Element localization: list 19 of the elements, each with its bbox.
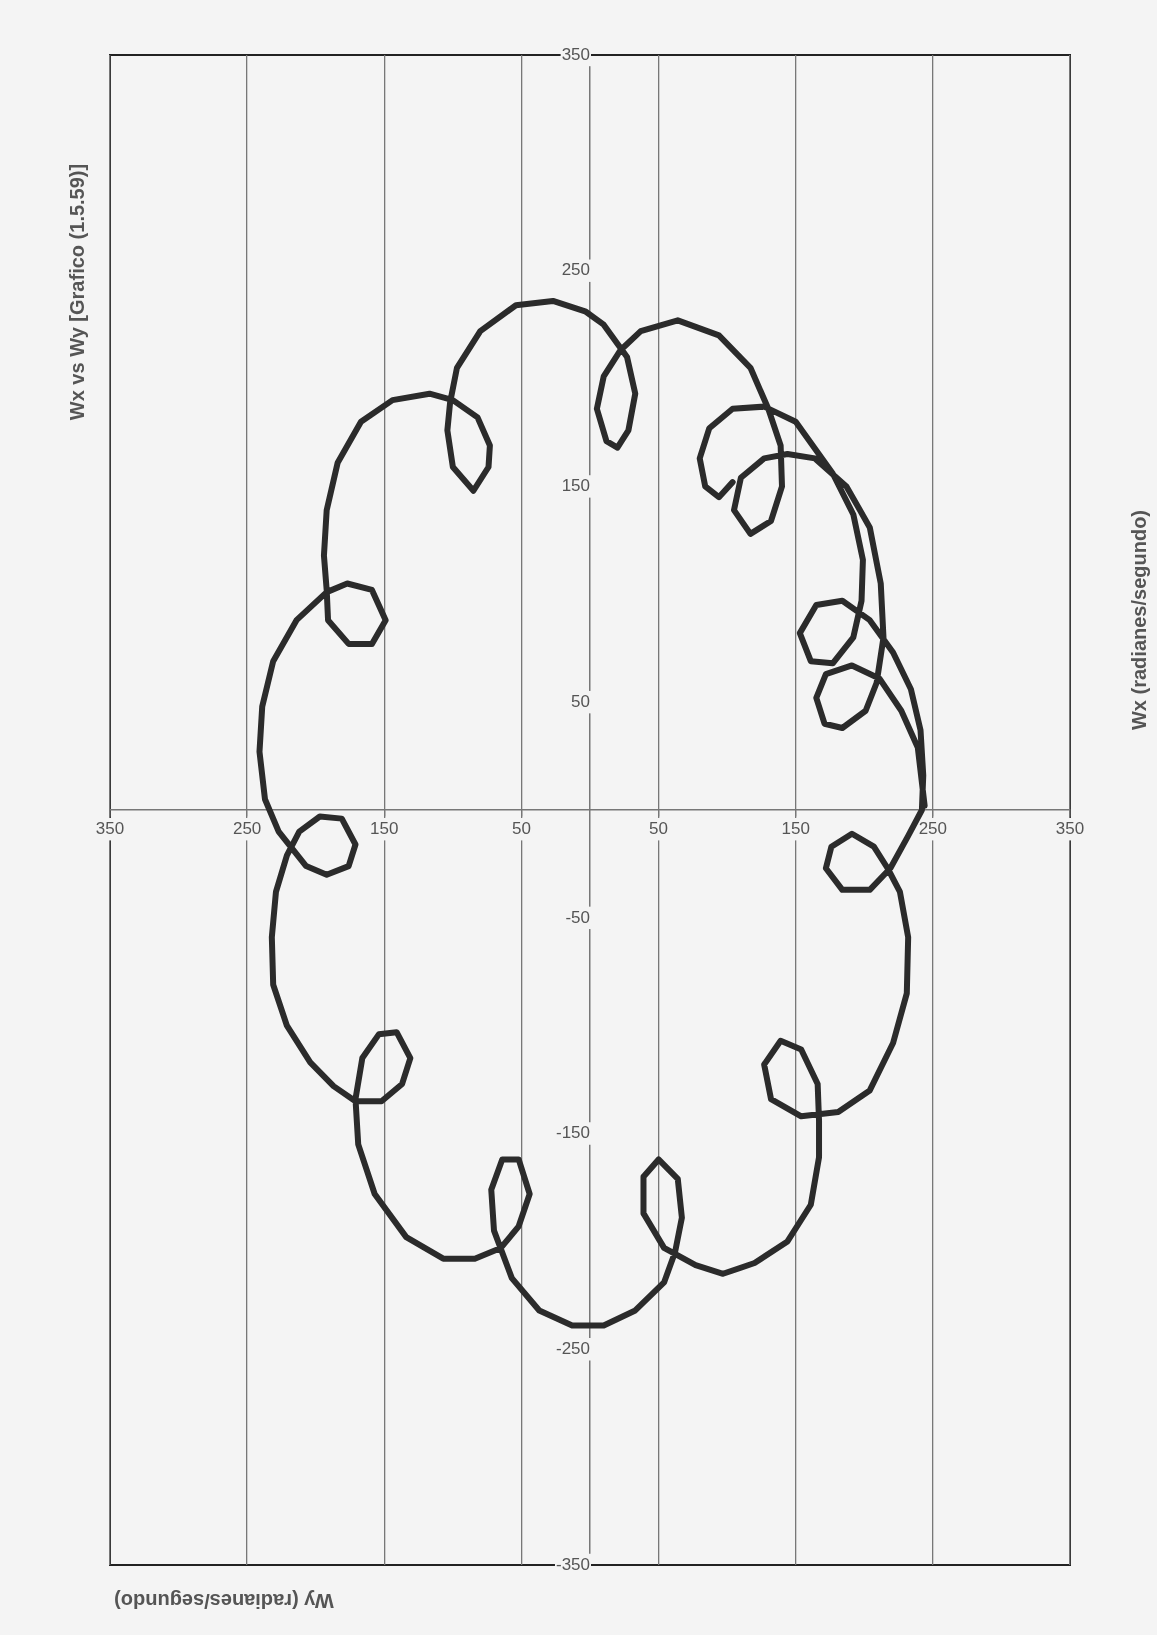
x-tick-label: 250: [918, 818, 948, 838]
x-tick-label: 250: [232, 818, 262, 838]
x-tick-label: 50: [649, 818, 669, 838]
y-tick-label: -250: [555, 1338, 590, 1358]
y-tick-label: -150: [555, 1123, 590, 1143]
x-tick-label: 150: [370, 818, 399, 838]
x-tick-label: 350: [1055, 818, 1085, 838]
y-tick-label: -50: [565, 907, 590, 927]
x-axis-title: Wy (radianes/segundo): [114, 1590, 334, 1613]
text: Wx vs Wy [Grafico (1.5.59)]: [65, 163, 88, 421]
y-tick-label: 150: [561, 476, 590, 496]
x-tick-label: 350: [95, 818, 125, 838]
y-tick-label: -350: [555, 1554, 590, 1574]
y-tick-label: 350: [561, 44, 590, 64]
y-tick-label: 50: [571, 691, 590, 711]
x-tick-label: 150: [781, 818, 810, 838]
y-tick-label: 250: [561, 260, 590, 280]
y-axis-title: Wx (radianes/segundo): [1127, 509, 1150, 731]
x-tick-label: 50: [511, 818, 531, 838]
